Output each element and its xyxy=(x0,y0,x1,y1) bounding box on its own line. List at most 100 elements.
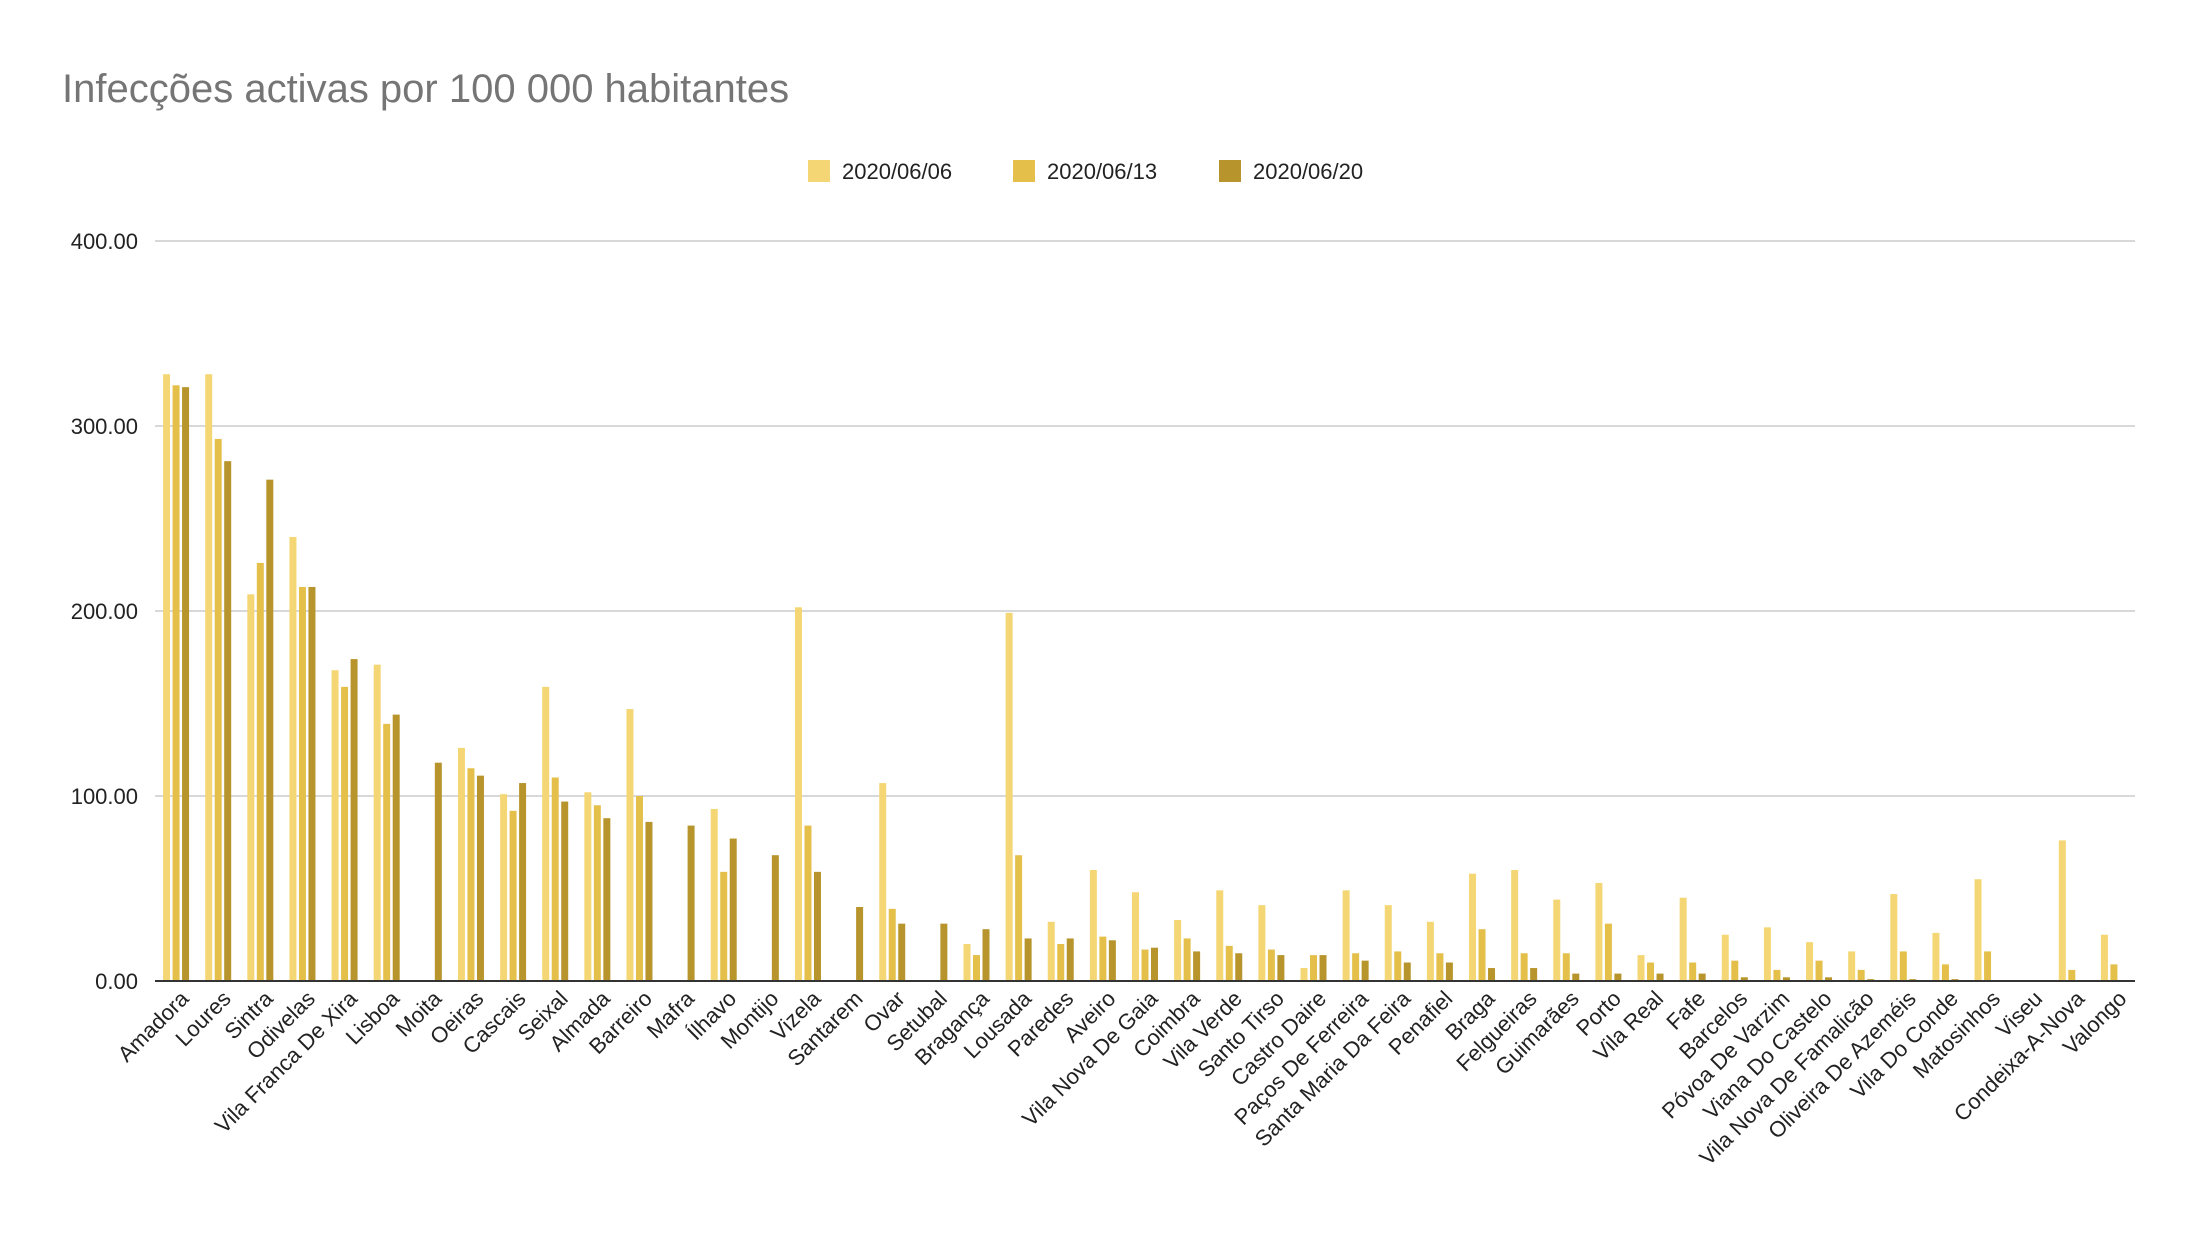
legend-label: 2020/06/13 xyxy=(1047,159,1157,184)
bar xyxy=(247,594,255,981)
bar xyxy=(898,923,906,981)
bar xyxy=(1089,870,1097,981)
bar-group xyxy=(1216,890,1243,981)
bar xyxy=(2100,934,2108,981)
bar-group xyxy=(794,607,821,981)
bar xyxy=(1300,968,1308,981)
bar xyxy=(1698,973,1706,981)
bar xyxy=(1319,955,1327,981)
bar xyxy=(1815,960,1823,981)
bar xyxy=(500,794,508,981)
bar-group xyxy=(1258,905,1285,981)
bar-group xyxy=(1806,942,1833,981)
bar xyxy=(940,923,948,981)
bar-group xyxy=(331,659,358,981)
bar-group xyxy=(1089,870,1116,981)
bar-group xyxy=(373,664,400,981)
bar-group xyxy=(687,825,695,981)
bar xyxy=(1782,977,1790,981)
bar xyxy=(1361,960,1369,981)
bar-group xyxy=(1300,955,1327,981)
bar-group xyxy=(626,709,653,981)
bar xyxy=(1478,929,1486,981)
bar xyxy=(1679,897,1687,981)
bar xyxy=(1193,951,1201,981)
bar xyxy=(1984,951,1992,981)
bar-group xyxy=(1384,905,1411,981)
bar-group xyxy=(1932,932,1959,981)
bar xyxy=(635,796,643,981)
bar xyxy=(1015,855,1023,981)
bar xyxy=(804,825,812,981)
bar xyxy=(542,686,550,981)
bar xyxy=(308,586,316,981)
bar xyxy=(551,777,559,981)
bar xyxy=(350,659,358,981)
bar xyxy=(879,783,887,981)
bar-group xyxy=(1469,873,1496,981)
bar-group xyxy=(963,929,990,981)
bar xyxy=(1773,969,1781,981)
bar-group xyxy=(1763,927,1790,981)
bar xyxy=(1689,962,1697,981)
bar xyxy=(373,664,381,981)
bar xyxy=(509,810,517,981)
bar xyxy=(1932,932,1940,981)
bar xyxy=(214,438,222,981)
bar-group xyxy=(1553,899,1580,981)
bar xyxy=(1183,938,1191,981)
bar xyxy=(205,374,213,981)
bar-group xyxy=(710,808,737,981)
bar xyxy=(982,929,990,981)
bar xyxy=(1352,953,1360,981)
bar xyxy=(645,821,653,981)
bar xyxy=(729,838,737,981)
bar xyxy=(584,792,592,981)
bar xyxy=(1310,955,1318,981)
bar xyxy=(1604,923,1612,981)
chart-title: Infecções activas por 100 000 habitantes xyxy=(62,67,789,111)
bar-group xyxy=(1342,890,1369,981)
bar xyxy=(1899,951,1907,981)
bar xyxy=(1151,947,1158,981)
bar xyxy=(2110,964,2118,981)
y-tick-label: 0.00 xyxy=(95,969,138,994)
bar xyxy=(1857,969,1865,981)
bar xyxy=(1108,940,1116,981)
y-axis: 0.00 100.00 200.00 300.00 400.00 xyxy=(71,229,138,994)
bar-group xyxy=(1174,919,1201,981)
bar xyxy=(888,908,896,981)
bar xyxy=(603,818,611,981)
bar-group xyxy=(2100,934,2118,981)
bar-group xyxy=(584,792,611,981)
bar xyxy=(172,385,180,981)
bar xyxy=(1806,942,1814,981)
bar xyxy=(1553,899,1561,981)
bar xyxy=(2058,840,2066,981)
bar-group xyxy=(879,783,906,981)
gridlines xyxy=(155,240,2135,797)
bar xyxy=(1225,945,1233,981)
bar xyxy=(626,709,634,981)
bar xyxy=(298,586,306,981)
bar xyxy=(1511,870,1519,981)
bar-group xyxy=(289,537,316,981)
bar xyxy=(1277,955,1285,981)
bar xyxy=(1530,968,1538,981)
bar xyxy=(1572,973,1580,981)
bar xyxy=(1562,953,1570,981)
bar-group xyxy=(1005,612,1032,981)
bar xyxy=(266,479,274,981)
bar-group xyxy=(940,923,948,981)
bar xyxy=(1520,953,1528,981)
bar xyxy=(561,801,569,981)
bar xyxy=(1141,949,1149,981)
bar xyxy=(1174,919,1182,981)
bar-group xyxy=(457,747,484,981)
bar xyxy=(383,723,391,981)
y-tick-label: 300.00 xyxy=(71,414,138,439)
bar xyxy=(856,907,864,981)
bar xyxy=(1637,955,1645,981)
